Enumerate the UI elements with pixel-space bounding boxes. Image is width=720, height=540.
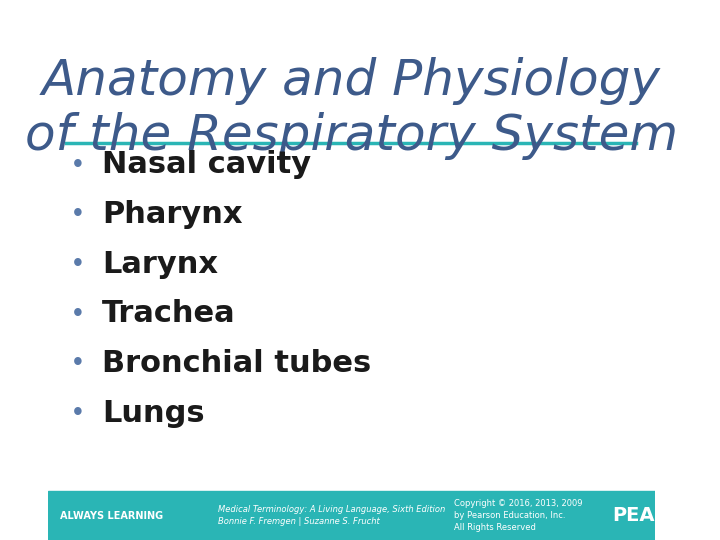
Bar bbox=[48, 491, 654, 540]
Text: •: • bbox=[71, 204, 85, 225]
Text: PEARSON: PEARSON bbox=[612, 506, 716, 525]
Text: •: • bbox=[71, 254, 85, 274]
Text: •: • bbox=[71, 353, 85, 374]
Text: ALWAYS LEARNING: ALWAYS LEARNING bbox=[60, 511, 163, 521]
Text: Pharynx: Pharynx bbox=[102, 200, 243, 229]
Text: Copyright © 2016, 2013, 2009
by Pearson Education, Inc.
All Rights Reserved: Copyright © 2016, 2013, 2009 by Pearson … bbox=[454, 500, 582, 532]
Text: Trachea: Trachea bbox=[102, 299, 236, 328]
Text: Larynx: Larynx bbox=[102, 249, 218, 279]
Text: •: • bbox=[71, 403, 85, 423]
Text: Anatomy and Physiology
of the Respiratory System: Anatomy and Physiology of the Respirator… bbox=[24, 57, 678, 160]
Text: Medical Terminology: A Living Language, Sixth Edition
Bonnie F. Fremgen | Suzann: Medical Terminology: A Living Language, … bbox=[217, 505, 445, 526]
Text: Bronchial tubes: Bronchial tubes bbox=[102, 349, 372, 378]
Text: Lungs: Lungs bbox=[102, 399, 204, 428]
Text: Nasal cavity: Nasal cavity bbox=[102, 150, 311, 179]
Text: •: • bbox=[71, 303, 85, 324]
Text: •: • bbox=[71, 154, 85, 175]
